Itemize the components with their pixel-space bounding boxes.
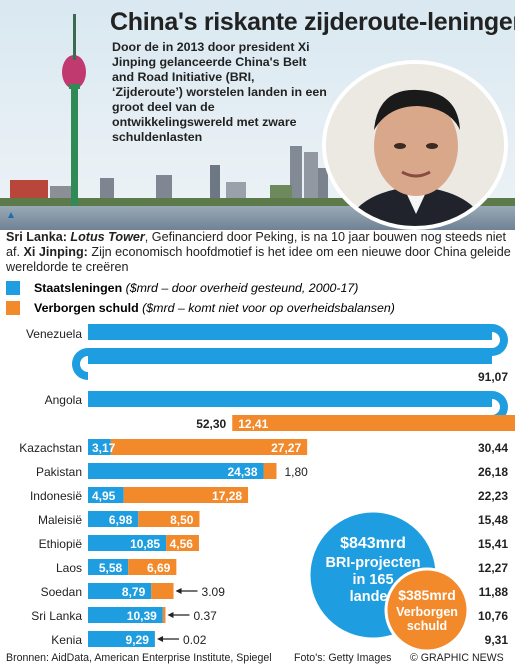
value-state-angola: 52,30 xyxy=(196,417,226,431)
caption-sri-lanka-label: Sri Lanka: xyxy=(6,230,67,244)
legend-name-hidden: Verborgen schuld xyxy=(34,301,139,315)
page-title: China's riskante zijderoute-leningen xyxy=(110,8,515,36)
caption-tower-name: Lotus Tower xyxy=(70,230,145,244)
bar-state-pakistan xyxy=(88,463,264,479)
value-state-soedan: 8,79 xyxy=(122,585,146,599)
category-label-soedan: Soedan xyxy=(41,585,82,599)
value-state-kenia: 9,29 xyxy=(126,633,150,647)
callout-hidden-text-line: Verborgen xyxy=(396,605,458,619)
callout-hidden-bubble xyxy=(384,567,470,653)
bar-state-kenia xyxy=(88,631,155,647)
value-state-sri-lanka: 10,39 xyxy=(127,609,157,623)
category-label-maleisi: Maleisië xyxy=(38,513,82,527)
legend-name-state: Staatsleningen xyxy=(34,281,123,295)
bar-state-venezuela-part1 xyxy=(88,324,492,340)
legend-note-state: ($mrd – door overheid gesteund, 2000-17) xyxy=(125,281,359,295)
bar-hidden-kazachstan xyxy=(110,439,308,455)
value-state-angola-segment: 12,41 xyxy=(238,417,268,431)
category-label-venezuela: Venezuela xyxy=(26,327,82,341)
value-state-indonesi: 4,95 xyxy=(92,489,116,503)
value-state-laos: 5,58 xyxy=(99,561,123,575)
bar-state-venezuela-bend2 xyxy=(72,348,88,380)
bar-hidden-pakistan xyxy=(263,463,277,479)
value-hidden-indonesi: 17,28 xyxy=(212,489,242,503)
value-hidden-kazachstan: 27,27 xyxy=(271,441,301,455)
bar-hidden-soedan xyxy=(151,583,174,599)
callout-hidden-amount: $385mrd xyxy=(398,587,456,603)
bar-state-venezuela-bend1 xyxy=(492,324,508,356)
header-photo-area: China's riskante zijderoute-leningen Doo… xyxy=(0,0,515,230)
value-state-pakistan: 24,38 xyxy=(228,465,258,479)
arrow-head-soedan xyxy=(175,588,182,594)
caption-xi-text: Zijn economisch hoofdmotief is het idee … xyxy=(6,245,511,274)
total-soedan: 11,88 xyxy=(479,585,509,599)
footer-sources: Bronnen: AidData, American Enterprise In… xyxy=(6,652,272,664)
value-hidden-maleisi: 8,50 xyxy=(170,513,194,527)
caption-xi-label: Xi Jinping: xyxy=(23,245,88,259)
value-hidden-laos: 6,69 xyxy=(147,561,171,575)
category-label-laos: Laos xyxy=(56,561,82,575)
bar-hidden-maleisi xyxy=(138,511,200,527)
bar-state-maleisi xyxy=(88,511,139,527)
callout-bri-amount: $843mrd xyxy=(340,535,406,552)
bar-hidden-sri-lanka xyxy=(162,607,166,623)
total-venezuela: 91,07 xyxy=(478,370,508,384)
value-state-maleisi: 6,98 xyxy=(109,513,133,527)
bar-hidden-laos xyxy=(128,559,177,575)
legend-note-hidden: ($mrd – komt niet voor op overheidsbalan… xyxy=(142,301,395,315)
callout-bri-text-line: BRI-projecten xyxy=(325,555,420,571)
category-label-ethiopi: Ethiopië xyxy=(39,537,83,551)
value-hidden-kenia: 0.02 xyxy=(183,633,207,647)
arrow-head-sri-lanka xyxy=(167,612,174,618)
footer-photos: Foto's: Getty Images xyxy=(294,652,392,664)
value-hidden-soedan: 3.09 xyxy=(202,585,226,599)
legend-swatch-hidden xyxy=(6,301,20,315)
bar-state-indonesi xyxy=(88,487,124,503)
bar-hidden-ethiopi xyxy=(166,535,199,551)
category-label-angola: Angola xyxy=(45,393,83,407)
category-label-sri-lanka: Sri Lanka xyxy=(31,609,82,623)
value-state-kazachstan: 3,17 xyxy=(92,441,116,455)
total-kenia: 9,31 xyxy=(485,633,509,647)
total-laos: 12,27 xyxy=(478,561,508,575)
xi-jinping-photo xyxy=(322,60,508,230)
intro-text: Door de in 2013 door president Xi Jinpin… xyxy=(112,40,327,144)
total-sri-lanka: 10,76 xyxy=(478,609,508,623)
total-ethiopi: 15,41 xyxy=(478,537,508,551)
bar-state-soedan xyxy=(88,583,152,599)
value-hidden-sri-lanka: 0.37 xyxy=(193,609,217,623)
legend-swatch-state xyxy=(6,281,20,295)
value-hidden-pakistan: 1,80 xyxy=(284,465,308,479)
category-label-kenia: Kenia xyxy=(51,633,82,647)
total-pakistan: 26,18 xyxy=(478,465,508,479)
total-maleisi: 15,48 xyxy=(478,513,508,527)
value-hidden-ethiopi: 4,56 xyxy=(170,537,194,551)
photo-caption: Sri Lanka: Lotus Tower, Gefinancierd doo… xyxy=(6,230,511,275)
category-label-indonesi: Indonesië xyxy=(30,489,82,503)
total-indonesi: 22,23 xyxy=(478,489,508,503)
value-state-ethiopi: 10,85 xyxy=(130,537,160,551)
arrow-head-kenia xyxy=(157,636,164,642)
bar-hidden-angola xyxy=(232,415,515,431)
callout-bri-text-line: landen xyxy=(350,589,397,605)
callout-bri-text-line: in 165 xyxy=(352,572,393,588)
bar-state-sri-lanka xyxy=(88,607,163,623)
bar-state-ethiopi xyxy=(88,535,167,551)
bar-state-venezuela-part2 xyxy=(88,348,492,364)
category-label-pakistan: Pakistan xyxy=(36,465,82,479)
bar-hidden-indonesi xyxy=(123,487,249,503)
bar-state-kazachstan xyxy=(88,439,111,455)
callout-hidden-text-line: schuld xyxy=(407,619,447,633)
bar-state-laos xyxy=(88,559,129,575)
total-kazachstan: 30,44 xyxy=(478,441,508,455)
footer-credit: © GRAPHIC NEWS xyxy=(410,652,504,664)
category-label-kazachstan: Kazachstan xyxy=(19,441,82,455)
bar-state-angola-part1 xyxy=(88,391,492,407)
caption-sri-lanka-text: , Gefinancierd door Peking, is na 10 jaa… xyxy=(6,230,507,259)
